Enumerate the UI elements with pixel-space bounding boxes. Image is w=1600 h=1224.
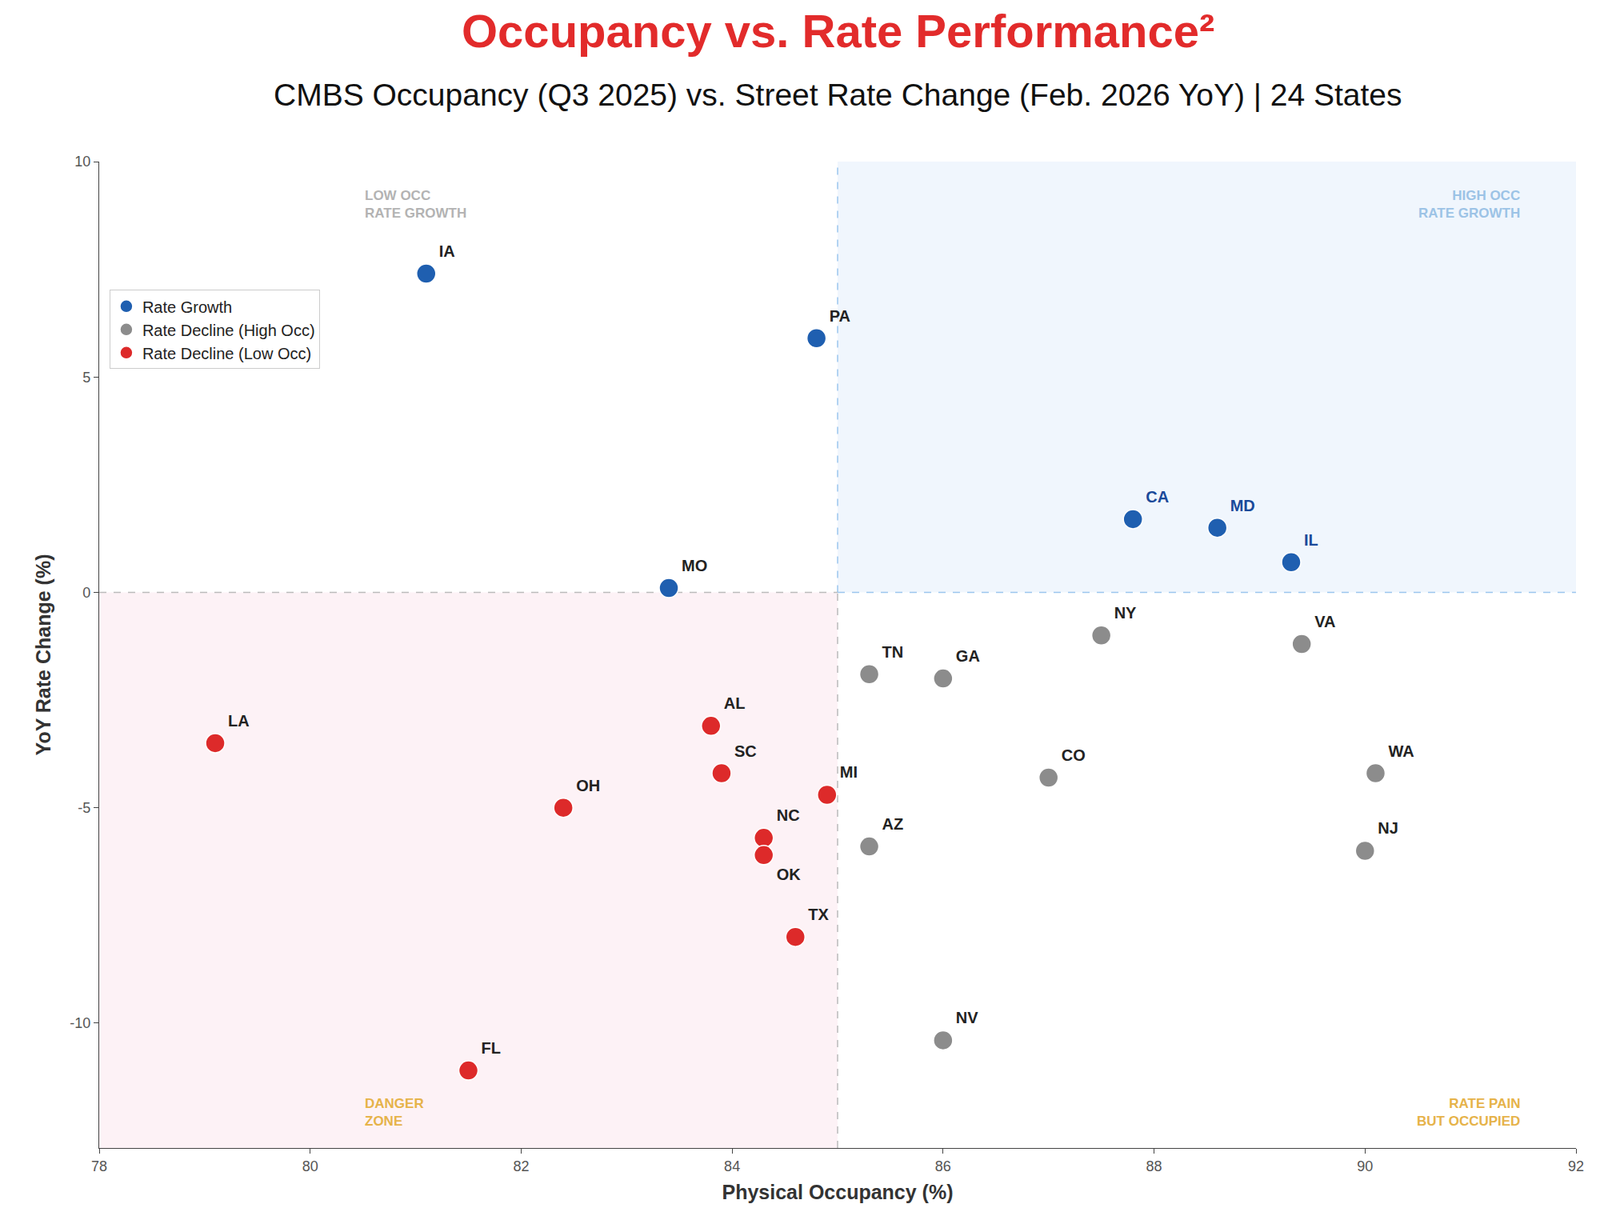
svg-text:GA: GA [956,647,980,665]
svg-text:MI: MI [840,763,858,781]
svg-text:0: 0 [82,584,91,601]
svg-text:Occupancy vs. Rate Performance: Occupancy vs. Rate Performance² [461,4,1215,57]
svg-text:VA: VA [1314,612,1336,631]
svg-text:92: 92 [1568,1158,1584,1175]
svg-text:CA: CA [1145,488,1169,506]
svg-text:YoY Rate Change (%): YoY Rate Change (%) [32,554,55,756]
svg-text:HIGH OCCRATE GROWTH: HIGH OCCRATE GROWTH [1418,188,1520,221]
svg-text:OK: OK [776,865,802,884]
svg-text:NC: NC [776,806,800,824]
svg-text:MO: MO [681,556,708,575]
svg-text:-10: -10 [69,1015,91,1032]
svg-text:LOW OCCRATE GROWTH: LOW OCCRATE GROWTH [364,188,467,221]
svg-text:PA: PA [829,307,851,325]
svg-text:AL: AL [724,694,746,712]
svg-text:Rate Growth: Rate Growth [142,298,232,316]
svg-text:90: 90 [1356,1158,1373,1175]
svg-text:WA: WA [1388,742,1414,760]
svg-text:84: 84 [724,1158,740,1175]
svg-text:80: 80 [302,1158,319,1175]
svg-text:FL: FL [481,1039,501,1057]
svg-text:Physical Occupancy (%): Physical Occupancy (%) [721,1180,953,1204]
svg-text:NJ: NJ [1377,819,1399,837]
svg-text:LA: LA [228,712,250,730]
svg-text:88: 88 [1146,1158,1163,1175]
svg-text:TX: TX [808,905,829,924]
svg-text:TN: TN [882,643,904,661]
svg-text:5: 5 [82,369,91,386]
svg-text:IA: IA [439,242,456,260]
svg-text:MD: MD [1230,496,1256,515]
svg-text:78: 78 [91,1158,108,1175]
svg-text:CMBS Occupancy (Q3 2025) vs. S: CMBS Occupancy (Q3 2025) vs. Street Rate… [273,77,1403,112]
svg-text:NV: NV [956,1008,979,1027]
svg-text:SC: SC [734,742,757,760]
svg-text:AZ: AZ [882,815,904,833]
svg-text:-5: -5 [77,800,91,816]
svg-text:10: 10 [74,153,91,170]
svg-text:Rate Decline (High Occ): Rate Decline (High Occ) [142,321,316,340]
svg-text:RATE PAINBUT OCCUPIED: RATE PAINBUT OCCUPIED [1416,1096,1520,1129]
svg-text:82: 82 [512,1158,529,1175]
svg-text:DANGERZONE: DANGERZONE [364,1096,424,1129]
svg-text:Rate Decline (Low Occ): Rate Decline (Low Occ) [142,344,312,363]
svg-text:IL: IL [1304,531,1319,549]
svg-text:CO: CO [1061,746,1086,764]
svg-text:OH: OH [576,776,600,795]
svg-text:NY: NY [1114,604,1137,622]
svg-text:86: 86 [935,1158,952,1175]
